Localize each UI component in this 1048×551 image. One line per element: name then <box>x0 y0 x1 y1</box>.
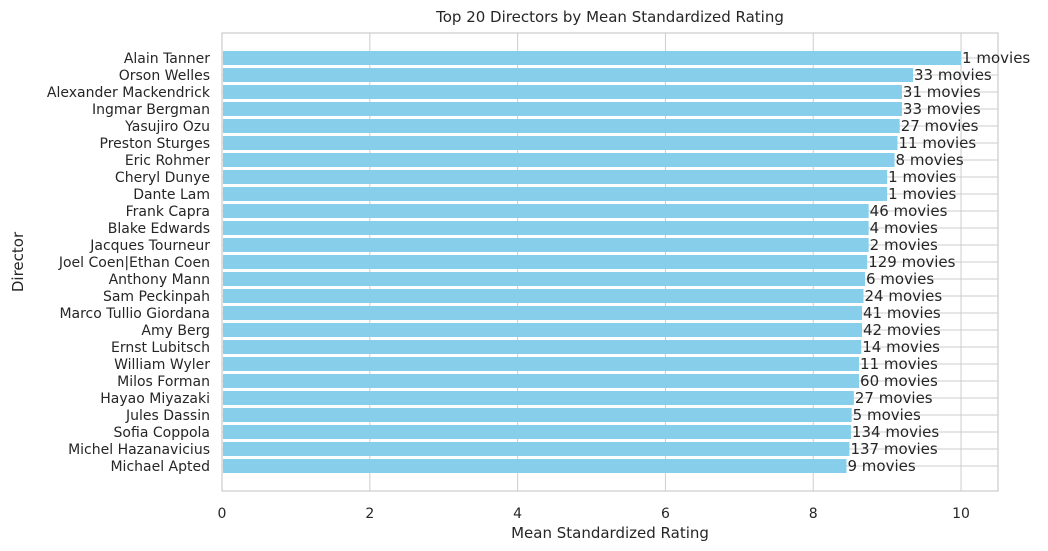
category-label: Alexander Mackendrick <box>47 85 211 101</box>
bar <box>223 187 887 201</box>
bar <box>223 85 902 99</box>
category-label: Jules Dassin <box>125 408 210 424</box>
bar <box>223 102 902 116</box>
category-label: Ernst Lubitsch <box>111 340 210 356</box>
x-tick-label: 6 <box>661 506 670 522</box>
category-label: Joel Coen|Ethan Coen <box>58 255 210 271</box>
category-label: Cheryl Dunye <box>115 170 210 186</box>
data-label: 129 movies <box>868 253 955 271</box>
category-label: Jacques Tourneur <box>89 238 210 254</box>
data-label: 14 movies <box>862 338 940 356</box>
category-label: Anthony Mann <box>109 272 210 288</box>
data-label: 31 movies <box>903 83 981 101</box>
bar <box>223 340 861 354</box>
x-tick-label: 10 <box>952 506 970 522</box>
category-label: Alain Tanner <box>124 51 210 67</box>
data-label: 5 movies <box>853 406 921 424</box>
bar <box>223 170 887 184</box>
bar <box>223 459 846 473</box>
bar <box>223 289 863 303</box>
x-tick-label: 4 <box>513 506 522 522</box>
category-label: Dante Lam <box>133 187 210 203</box>
data-label: 1 movies <box>962 49 1030 67</box>
category-label: Milos Forman <box>117 374 210 390</box>
category-label: Yasujiro Ozu <box>124 119 210 135</box>
category-label: Ingmar Bergman <box>92 102 210 118</box>
data-label: 46 movies <box>870 202 948 220</box>
data-label: 33 movies <box>914 66 992 84</box>
bar <box>223 119 900 133</box>
category-label: Sam Peckinpah <box>103 289 210 305</box>
bar <box>223 68 913 82</box>
bar <box>223 425 851 439</box>
category-label: William Wyler <box>114 357 210 373</box>
bar <box>223 442 849 456</box>
data-label: 24 movies <box>864 287 942 305</box>
bar <box>223 408 852 422</box>
data-label: 11 movies <box>898 134 976 152</box>
data-label: 1 movies <box>888 168 956 186</box>
data-label: 11 movies <box>860 355 938 373</box>
category-label: Michael Apted <box>110 459 210 475</box>
data-label: 134 movies <box>852 423 939 441</box>
category-label: Marco Tullio Giordana <box>59 306 210 322</box>
data-label: 60 movies <box>860 372 938 390</box>
category-label: Frank Capra <box>126 204 210 220</box>
x-tick-label: 8 <box>809 506 818 522</box>
bar <box>223 323 862 337</box>
category-label: Blake Edwards <box>108 221 210 237</box>
data-label: 6 movies <box>866 270 934 288</box>
bar <box>223 238 869 252</box>
data-label: 8 movies <box>896 151 964 169</box>
category-label: Orson Welles <box>119 68 210 84</box>
category-label: Sofia Coppola <box>114 425 210 441</box>
bar <box>223 374 859 388</box>
y-axis-label: Director <box>9 231 27 292</box>
chart-title: Top 20 Directors by Mean Standardized Ra… <box>435 8 784 26</box>
bar <box>223 136 897 150</box>
data-label: 33 movies <box>903 100 981 118</box>
category-label: Michel Hazanavicius <box>68 442 210 458</box>
category-label: Amy Berg <box>141 323 210 339</box>
category-label: Eric Rohmer <box>125 153 210 169</box>
bar <box>223 204 869 218</box>
bar <box>223 51 961 65</box>
x-axis-label: Mean Standardized Rating <box>511 524 709 542</box>
data-label: 27 movies <box>901 117 979 135</box>
bar <box>223 255 867 269</box>
bar <box>223 221 869 235</box>
data-label: 137 movies <box>850 440 937 458</box>
bar <box>223 357 859 371</box>
data-label: 27 movies <box>855 389 933 407</box>
category-label: Preston Sturges <box>100 136 210 152</box>
bar <box>223 391 854 405</box>
data-label: 4 movies <box>870 219 938 237</box>
x-tick-label: 2 <box>365 506 374 522</box>
data-label: 42 movies <box>863 321 941 339</box>
category-label: Hayao Miyazaki <box>100 391 210 407</box>
bar <box>223 153 895 167</box>
data-label: 1 movies <box>888 185 956 203</box>
x-tick-label: 0 <box>218 506 227 522</box>
data-label: 2 movies <box>870 236 938 254</box>
data-label: 9 movies <box>847 457 915 475</box>
bar <box>223 272 865 286</box>
bar <box>223 306 862 320</box>
data-label: 41 movies <box>863 304 941 322</box>
